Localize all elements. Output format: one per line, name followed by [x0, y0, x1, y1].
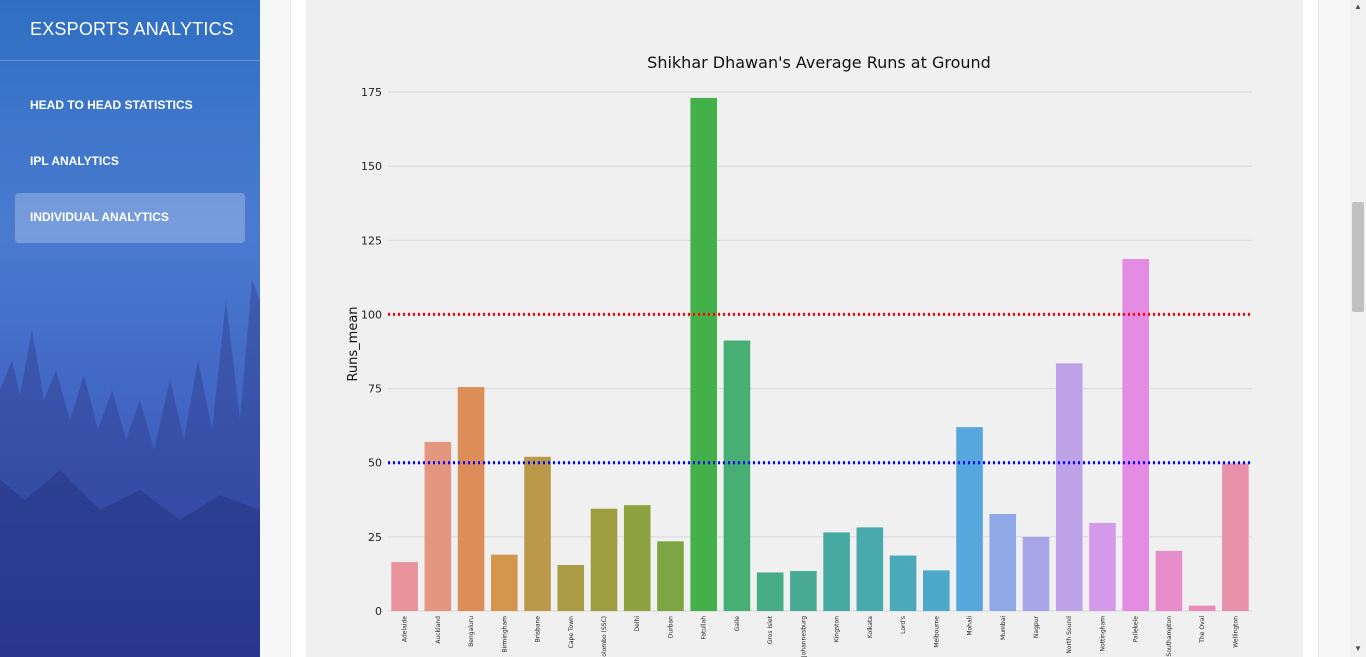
bar	[923, 570, 950, 611]
x-tick-label: Mumbai	[1000, 616, 1007, 640]
bar	[856, 527, 884, 611]
bar	[823, 532, 850, 611]
x-tick-label: Kingston	[834, 616, 841, 642]
x-tick-label: Delhi	[634, 616, 641, 632]
scroll-down-arrow-icon[interactable]: ▼	[1354, 644, 1362, 653]
y-tick-label: 0	[375, 605, 382, 618]
bar	[657, 541, 684, 611]
scrollbar-thumb[interactable]	[1352, 202, 1364, 312]
bar	[690, 97, 717, 612]
sidebar-nav: HEAD TO HEAD STATISTICS IPL ANALYTICS IN…	[0, 61, 260, 243]
x-tick-label: Wellington	[1232, 616, 1239, 648]
x-tick-label: Johannesburg	[800, 616, 807, 657]
x-tick-label: Kolkata	[867, 616, 874, 638]
bars	[391, 97, 1249, 612]
bar	[1055, 363, 1083, 611]
bar	[1155, 550, 1183, 611]
bar	[391, 562, 418, 611]
nav-ipl-analytics[interactable]: IPL ANALYTICS	[30, 154, 119, 168]
forest-background	[0, 280, 260, 657]
scroll-up-arrow-icon[interactable]: ▲	[1354, 2, 1362, 11]
x-tick-label: Galle	[734, 616, 741, 632]
bar	[989, 514, 1017, 611]
x-tick-label: Brisbane	[535, 616, 542, 643]
bar	[889, 555, 917, 611]
chart-panel: 0 25 50 75 100 125 150 175 Adelaide Auckland Beng…	[306, 0, 1303, 657]
x-tick-label: Birmingham	[501, 616, 508, 653]
bar	[956, 427, 983, 611]
x-tick-label: Colombo (SSC)	[601, 616, 608, 657]
nav-head-to-head[interactable]: HEAD TO HEAD STATISTICS	[30, 98, 193, 112]
y-tick-label: 125	[361, 234, 382, 247]
x-tick-label: Gros Islet	[767, 615, 774, 644]
x-tick-label: Nottingham	[1099, 616, 1106, 652]
bar	[457, 387, 485, 611]
y-tick-label: 100	[361, 308, 382, 321]
bar	[491, 554, 518, 611]
nav-individual-analytics[interactable]: INDIVIDUAL ANALYTICS	[15, 193, 245, 243]
x-tick-label: Melbourne	[933, 616, 940, 648]
bar	[1188, 605, 1216, 611]
sidebar: EXSPORTS ANALYTICS HEAD TO HEAD STATISTI…	[0, 0, 260, 657]
x-tick-label: North Sound	[1066, 616, 1073, 654]
x-tick-label: Lord's	[900, 616, 907, 634]
x-tick-label: Fatullah	[701, 616, 708, 640]
y-tick-labels: 0 25 50 75 100 125 150 175	[361, 86, 382, 618]
vertical-scrollbar[interactable]	[1350, 0, 1366, 657]
y-axis-label: Runs_mean	[346, 306, 361, 381]
x-tick-label: Nagpur	[1033, 615, 1040, 638]
bar	[557, 565, 585, 611]
bar	[1022, 536, 1050, 611]
bar	[1222, 463, 1249, 611]
y-tick-label: 150	[361, 160, 382, 173]
x-tick-label: Cape Town	[568, 616, 575, 648]
bar	[424, 441, 452, 611]
bar	[790, 570, 817, 611]
y-tick-label: 175	[361, 86, 382, 99]
x-tick-label: Southampton	[1166, 616, 1173, 657]
bar	[623, 505, 651, 611]
bar-chart: 0 25 50 75 100 125 150 175 Adelaide Auckland Beng…	[346, 53, 1252, 657]
bar	[723, 340, 751, 611]
x-tick-labels: Adelaide Auckland Bengaluru Birmingham Brisb…	[402, 615, 1240, 657]
bar	[1089, 522, 1116, 611]
x-tick-label: Pallekele	[1133, 616, 1140, 643]
y-tick-label: 25	[368, 531, 382, 544]
bar	[524, 456, 551, 611]
y-tick-label: 50	[368, 457, 382, 470]
x-tick-label: The Oval	[1199, 616, 1206, 644]
bar	[756, 572, 784, 611]
bar	[1122, 258, 1149, 611]
reference-lines	[388, 312, 1252, 465]
x-tick-label: Bengaluru	[468, 616, 475, 647]
x-tick-label: Durban	[667, 616, 674, 638]
brand-title[interactable]: EXSPORTS ANALYTICS	[0, 0, 260, 61]
x-tick-label: Adelaide	[402, 616, 409, 642]
x-tick-label: Mohali	[967, 616, 974, 636]
y-tick-label: 75	[368, 383, 382, 396]
bar	[590, 508, 618, 611]
x-tick-label: Auckland	[435, 616, 442, 644]
chart-title: Shikhar Dhawan's Average Runs at Ground	[647, 53, 991, 72]
